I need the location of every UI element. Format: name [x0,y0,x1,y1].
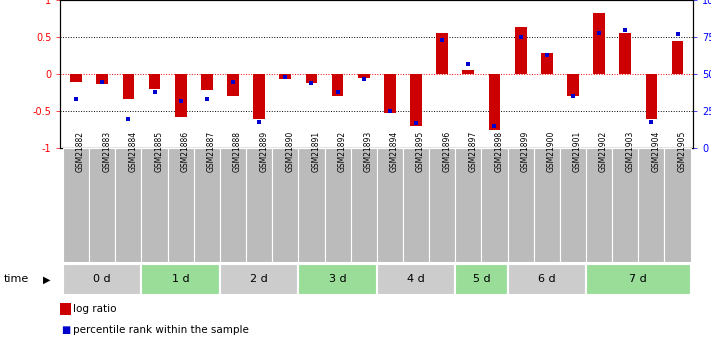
Bar [638,148,665,262]
Text: 7 d: 7 d [629,274,647,284]
Text: GSM21884: GSM21884 [129,131,137,172]
Text: 2 d: 2 d [250,274,268,284]
Bar [377,148,403,262]
Bar [149,74,161,89]
Bar [665,148,690,262]
Bar [220,148,246,262]
Bar [253,74,265,119]
Text: GSM21889: GSM21889 [260,131,268,172]
Bar [508,264,586,295]
Bar [246,148,272,262]
Bar [646,74,657,119]
Text: ▶: ▶ [43,275,50,284]
Bar [586,148,612,262]
Bar [403,148,429,262]
Bar [122,74,134,99]
Text: percentile rank within the sample: percentile rank within the sample [73,325,249,335]
Bar [63,264,141,295]
Bar [612,148,638,262]
Bar [299,148,324,262]
Text: GSM21888: GSM21888 [233,131,242,172]
Text: GSM21898: GSM21898 [494,131,503,172]
Text: GSM21885: GSM21885 [154,131,164,172]
Bar [593,13,605,74]
Bar [279,74,292,79]
Bar [351,148,377,262]
Text: GSM21905: GSM21905 [678,131,687,172]
Text: 5 d: 5 d [473,274,491,284]
Bar [481,148,508,262]
Bar [515,28,527,74]
Text: GSM21895: GSM21895 [416,131,425,172]
Text: GSM21901: GSM21901 [573,131,582,172]
Bar [194,148,220,262]
Text: GSM21891: GSM21891 [311,131,321,172]
Bar [324,148,351,262]
Text: time: time [4,275,29,284]
Bar [437,33,448,74]
Bar [220,264,299,295]
Bar [567,74,579,96]
Bar [89,148,115,262]
Bar [175,74,186,117]
Text: GSM21883: GSM21883 [102,131,112,172]
Bar [541,53,552,74]
Text: ■: ■ [60,325,70,335]
Text: GSM21896: GSM21896 [442,131,451,172]
Bar [462,70,474,74]
Bar [358,74,370,78]
Bar [455,264,508,295]
Bar [168,148,194,262]
Bar [201,74,213,90]
Text: GSM21902: GSM21902 [599,131,608,172]
Text: GSM21904: GSM21904 [651,131,661,172]
Bar [586,264,690,295]
Bar [534,148,560,262]
Bar [455,148,481,262]
Bar [619,33,631,74]
Bar [508,148,534,262]
Text: GSM21900: GSM21900 [547,131,556,172]
Bar [384,74,396,113]
Text: 1 d: 1 d [172,274,190,284]
Bar [306,74,317,83]
Bar [672,41,683,74]
Bar [227,74,239,96]
Bar [488,74,501,130]
Bar [560,148,586,262]
Text: GSM21882: GSM21882 [76,131,85,172]
Text: GSM21897: GSM21897 [469,131,477,172]
Bar [141,264,220,295]
Bar [70,74,82,81]
Text: log ratio: log ratio [73,304,117,314]
Text: 4 d: 4 d [407,274,425,284]
Bar [377,264,455,295]
Text: 6 d: 6 d [538,274,555,284]
Bar [115,148,141,262]
Text: GSM21903: GSM21903 [625,131,634,172]
Text: 0 d: 0 d [93,274,111,284]
Bar [332,74,343,96]
Text: GSM21886: GSM21886 [181,131,190,172]
Text: GSM21887: GSM21887 [207,131,216,172]
Bar [272,148,299,262]
Bar [97,74,108,84]
Text: GSM21893: GSM21893 [364,131,373,172]
Text: GSM21892: GSM21892 [338,131,346,172]
Text: GSM21899: GSM21899 [520,131,530,172]
Text: GSM21894: GSM21894 [390,131,399,172]
Bar [63,148,89,262]
Text: GSM21890: GSM21890 [285,131,294,172]
Bar [410,74,422,126]
Bar [429,148,455,262]
Text: 3 d: 3 d [328,274,346,284]
Bar [141,148,168,262]
Bar [299,264,377,295]
